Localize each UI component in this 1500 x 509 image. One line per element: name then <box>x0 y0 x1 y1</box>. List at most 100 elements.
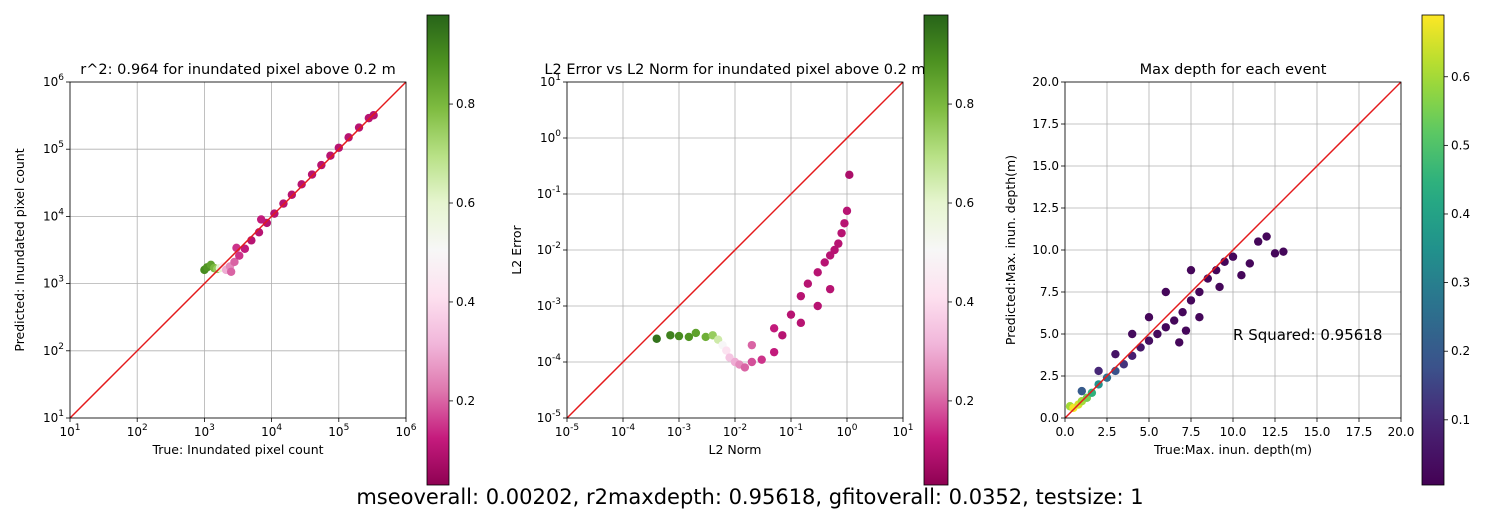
y-tick-label: 106 <box>43 73 64 89</box>
data-point <box>845 170 854 180</box>
data-point <box>1128 329 1137 339</box>
chart-title: r^2: 0.964 for inundated pixel above 0.2… <box>80 62 395 78</box>
y-tick-label: 104 <box>43 207 64 223</box>
reference-line <box>567 82 903 418</box>
colorbar-tick-label: 0.4 <box>456 295 475 309</box>
y-tick-label: 10-3 <box>537 297 561 313</box>
data-point <box>796 318 806 328</box>
x-tick-label: 105 <box>328 423 349 439</box>
data-point <box>1153 329 1162 339</box>
data-point <box>307 170 317 179</box>
x-tick-label: 100 <box>836 423 857 439</box>
x-tick-label: 0.0 <box>1055 425 1074 439</box>
footer-summary: mseoverall: 0.00202, r2maxdepth: 0.95618… <box>356 485 1144 509</box>
y-tick-label: 17.5 <box>1032 117 1059 131</box>
x-tick-label: 20.0 <box>1388 425 1415 439</box>
y-tick-label: 10-1 <box>537 185 561 201</box>
x-tick-label: 103 <box>194 423 215 439</box>
colorbar-tick-label: 0.1 <box>1451 413 1470 427</box>
x-tick-label: 104 <box>261 423 282 439</box>
x-tick-label: 5.0 <box>1139 425 1158 439</box>
data-point <box>1175 338 1184 347</box>
annotation: R Squared: 0.95618 <box>1233 326 1382 344</box>
data-points <box>70 82 406 418</box>
y-tick-label: 100 <box>540 129 561 145</box>
data-point <box>226 267 236 276</box>
chart-title: L2 Error vs L2 Norm for inundated pixel … <box>544 62 925 78</box>
colorbar-tick-label: 0.4 <box>955 295 974 309</box>
data-point <box>747 357 757 367</box>
data-point <box>803 279 813 288</box>
x-tick-label: 7.5 <box>1181 425 1200 439</box>
data-point <box>825 284 835 294</box>
data-point <box>230 257 239 267</box>
colorbar-tick-label: 0.8 <box>955 97 974 111</box>
data-point <box>842 206 852 216</box>
x-tick-label: 102 <box>127 423 148 439</box>
x-tick-label: 12.5 <box>1262 425 1289 439</box>
data-point <box>1178 307 1187 317</box>
colorbar <box>1421 14 1445 486</box>
data-point <box>1186 296 1196 305</box>
colorbar <box>923 14 949 486</box>
data-point <box>674 331 684 341</box>
data-point <box>235 251 244 260</box>
colorbar-tick-label: 0.2 <box>1451 344 1470 358</box>
y-tick-label: 10.0 <box>1032 243 1059 257</box>
x-tick-label: 10-4 <box>611 423 636 439</box>
y-axis-label: L2 Error <box>509 224 524 274</box>
reference-line <box>70 82 406 418</box>
x-tick-label: 106 <box>395 423 416 439</box>
data-point <box>1262 232 1271 241</box>
data-point <box>701 332 710 342</box>
data-point <box>796 291 806 301</box>
chart-2: 10-5 10-4 10-3 10-2 10-1 100 101 10-5 10-4 10-3 10… <box>509 14 974 486</box>
x-tick-label: 101 <box>892 423 913 439</box>
data-point <box>684 332 694 342</box>
y-tick-label: 102 <box>43 342 64 358</box>
data-point <box>344 133 353 142</box>
y-tick-label: 103 <box>43 275 64 291</box>
chart-title: Max depth for each event <box>1140 62 1327 78</box>
y-tick-label: 7.5 <box>1040 285 1059 299</box>
colorbar-tick-label: 0.6 <box>1451 70 1470 84</box>
data-point <box>317 160 326 170</box>
data-point <box>652 334 661 343</box>
data-point <box>1161 323 1171 332</box>
data-point <box>1077 386 1087 396</box>
data-point <box>1279 247 1288 256</box>
colorbar-tick-label: 0.6 <box>955 196 974 210</box>
data-point <box>1087 388 1097 397</box>
x-tick-label: 10-2 <box>723 423 747 439</box>
data-point <box>834 239 843 248</box>
data-point <box>354 123 364 132</box>
x-tick-label: 10.0 <box>1220 425 1247 439</box>
data-point <box>1161 287 1171 297</box>
data-point <box>1228 252 1238 261</box>
x-tick-label: 10-5 <box>555 423 579 439</box>
data-point <box>1237 271 1246 280</box>
data-point <box>1195 313 1204 322</box>
data-point <box>1254 237 1263 246</box>
x-tick-label: 2.5 <box>1097 425 1116 439</box>
data-point <box>287 190 297 199</box>
data-point <box>1144 313 1154 322</box>
colorbar-tick-label: 0.3 <box>1451 276 1470 290</box>
data-point <box>1144 336 1154 345</box>
axes-frame <box>69 81 407 419</box>
y-tick-label: 2.5 <box>1040 369 1059 383</box>
data-point <box>1111 349 1120 359</box>
data-point <box>747 340 757 350</box>
colorbar-tick-label: 0.2 <box>955 394 974 408</box>
colorbar-tick-label: 0.2 <box>456 394 475 408</box>
data-point <box>820 258 829 267</box>
data-point <box>1102 373 1112 382</box>
data-point <box>1094 366 1103 376</box>
data-point <box>778 331 787 340</box>
y-tick-label: 101 <box>540 73 561 89</box>
data-point <box>1245 259 1255 268</box>
data-point <box>666 331 675 340</box>
y-tick-label: 0.0 <box>1040 411 1059 425</box>
x-tick-label: 17.5 <box>1346 425 1373 439</box>
